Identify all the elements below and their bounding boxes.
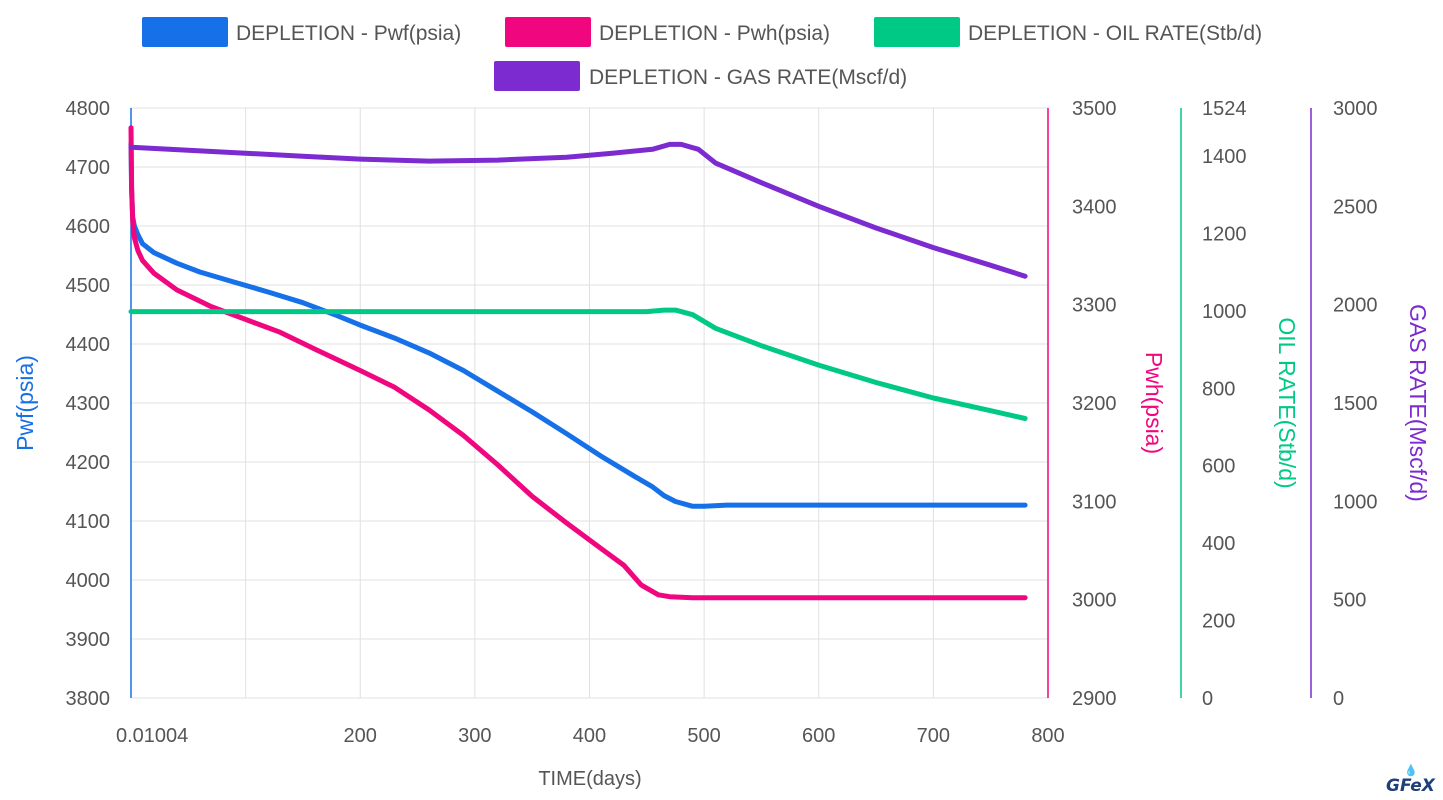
x-tick-label: 700: [917, 725, 950, 747]
gas-tick-label: 500: [1333, 590, 1366, 612]
flame-icon: 💧: [1404, 764, 1418, 777]
oil-tick-label: 0: [1202, 688, 1213, 710]
x-tick-label: 200: [344, 725, 377, 747]
gas-tick-label: 3000: [1333, 98, 1378, 120]
pwh-tick-label: 3500: [1072, 98, 1117, 120]
pwf-tick-label: 4600: [66, 216, 111, 238]
oil-tick-label: 1400: [1202, 146, 1247, 168]
oil-tick-label: 1524: [1202, 98, 1247, 120]
x-tick-label: 600: [802, 725, 835, 747]
pwf-tick-label: 4000: [66, 570, 111, 592]
pwh-tick-label: 3000: [1072, 590, 1117, 612]
pwh-tick-label: 3100: [1072, 491, 1117, 513]
legend-label-gas: DEPLETION - GAS RATE(Mscf/d): [589, 66, 907, 89]
oil-axis-title: OIL RATE(Stb/d): [1274, 317, 1300, 488]
oil-tick-label: 600: [1202, 456, 1235, 478]
legend-swatch-oil: [874, 17, 960, 47]
legend-swatch-gas: [494, 61, 580, 91]
x-axis-title: TIME(days): [538, 768, 641, 790]
pwf-tick-label: 4200: [66, 452, 111, 474]
gas-tick-label: 1500: [1333, 393, 1378, 415]
gas-tick-label: 1000: [1333, 491, 1378, 513]
pwf-tick-label: 4400: [66, 334, 111, 356]
legend-swatch-pwf: [142, 17, 228, 47]
oil-tick-label: 800: [1202, 378, 1235, 400]
series-layer: [128, 125, 1028, 601]
gas-tick-label: 2000: [1333, 295, 1378, 317]
x-tick-label: 300: [458, 725, 491, 747]
oil-tick-label: 200: [1202, 611, 1235, 633]
axes: 0.01004 200 300 400 500 600 700 800 TIME(days) 38…: [12, 98, 1431, 790]
legend-label-pwf: DEPLETION - Pwf(psia): [236, 22, 461, 45]
pwh-tick-label: 3300: [1072, 295, 1117, 317]
pwf-tick-label: 3800: [66, 688, 111, 710]
oil-tick-label: 1000: [1202, 301, 1247, 323]
pwf-tick-label: 4100: [66, 511, 111, 533]
pwh-tick-label: 3400: [1072, 196, 1117, 218]
series-line-oil: [128, 307, 1028, 421]
x-tick-label: 0.01004: [116, 725, 188, 747]
legend-label-oil: DEPLETION - OIL RATE(Stb/d): [968, 22, 1262, 45]
pwh-tick-label: 2900: [1072, 688, 1117, 710]
series-line-pwf: [128, 140, 1028, 509]
pwf-tick-label: 4300: [66, 393, 111, 415]
pwf-axis-title: Pwf(psia): [12, 355, 38, 451]
x-tick-label: 500: [687, 725, 720, 747]
pwf-tick-label: 4500: [66, 275, 111, 297]
series-line-pwh: [128, 125, 1028, 601]
series-line-gas: [128, 141, 1028, 279]
legend-swatch-pwh: [505, 17, 591, 47]
pwh-axis-title: Pwh(psia): [1141, 352, 1167, 454]
gas-tick-label: 0: [1333, 688, 1344, 710]
legend-label-pwh: DEPLETION - Pwh(psia): [599, 22, 830, 45]
gfex-logo: 💧 GFeX: [1384, 764, 1436, 798]
gas-tick-label: 2500: [1333, 196, 1378, 218]
legend: DEPLETION - Pwf(psia) DEPLETION - Pwh(psi…: [142, 17, 1262, 91]
pwh-tick-label: 3200: [1072, 393, 1117, 415]
x-tick-label: 400: [573, 725, 606, 747]
oil-tick-label: 1200: [1202, 223, 1247, 245]
pwf-tick-label: 3900: [66, 629, 111, 651]
logo-text: GFeX: [1386, 776, 1435, 796]
x-tick-label: 800: [1031, 725, 1064, 747]
gridlines: [131, 107, 1049, 699]
pwf-tick-label: 4800: [66, 98, 111, 120]
pwf-tick-label: 4700: [66, 157, 111, 179]
oil-tick-label: 400: [1202, 533, 1235, 555]
gas-axis-title: GAS RATE(Mscf/d): [1405, 304, 1431, 502]
